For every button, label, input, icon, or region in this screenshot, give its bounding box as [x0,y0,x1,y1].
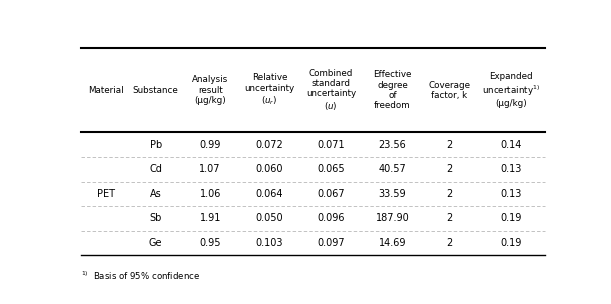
Text: 2: 2 [446,213,452,223]
Text: PET: PET [97,189,115,199]
Text: 0.096: 0.096 [317,213,345,223]
Text: 40.57: 40.57 [379,164,406,174]
Text: Cd: Cd [149,164,162,174]
Text: $^{1)}$  Basis of 95% confidence: $^{1)}$ Basis of 95% confidence [81,269,200,282]
Text: 0.13: 0.13 [500,164,522,174]
Text: Substance: Substance [133,86,178,95]
Text: Analysis
result
(μg/kg): Analysis result (μg/kg) [192,75,229,105]
Text: Effective
degree
of
freedom: Effective degree of freedom [373,70,412,110]
Text: 2: 2 [446,238,452,248]
Text: 33.59: 33.59 [379,189,406,199]
Text: 0.064: 0.064 [255,189,283,199]
Text: 0.19: 0.19 [500,238,522,248]
Text: 0.072: 0.072 [255,140,284,150]
Text: 0.050: 0.050 [255,213,283,223]
Text: Pb: Pb [150,140,162,150]
Text: 0.99: 0.99 [199,140,221,150]
Text: 1.07: 1.07 [199,164,221,174]
Text: Combined
standard
uncertainty
($u$): Combined standard uncertainty ($u$) [306,68,356,112]
Text: 2: 2 [446,189,452,199]
Text: As: As [150,189,161,199]
Text: 1.06: 1.06 [199,189,221,199]
Text: 1.91: 1.91 [199,213,221,223]
Text: 0.14: 0.14 [500,140,522,150]
Text: 0.065: 0.065 [317,164,345,174]
Text: 187.90: 187.90 [376,213,409,223]
Text: Material: Material [88,86,124,95]
Text: 2: 2 [446,140,452,150]
Text: 14.69: 14.69 [379,238,406,248]
Text: Ge: Ge [149,238,163,248]
Text: Coverage
factor, k: Coverage factor, k [428,81,470,100]
Text: 0.067: 0.067 [317,189,345,199]
Text: 0.13: 0.13 [500,189,522,199]
Text: 2: 2 [446,164,452,174]
Text: 0.060: 0.060 [255,164,283,174]
Text: Sb: Sb [150,213,162,223]
Text: Expanded
uncertainty$^{1)}$
(μg/kg): Expanded uncertainty$^{1)}$ (μg/kg) [482,72,540,108]
Text: 0.097: 0.097 [317,238,345,248]
Text: 0.19: 0.19 [500,213,522,223]
Text: Relative
uncertainty
($u_r$): Relative uncertainty ($u_r$) [244,74,295,107]
Text: 23.56: 23.56 [379,140,406,150]
Text: 0.103: 0.103 [255,238,283,248]
Text: 0.071: 0.071 [317,140,345,150]
Text: 0.95: 0.95 [199,238,221,248]
